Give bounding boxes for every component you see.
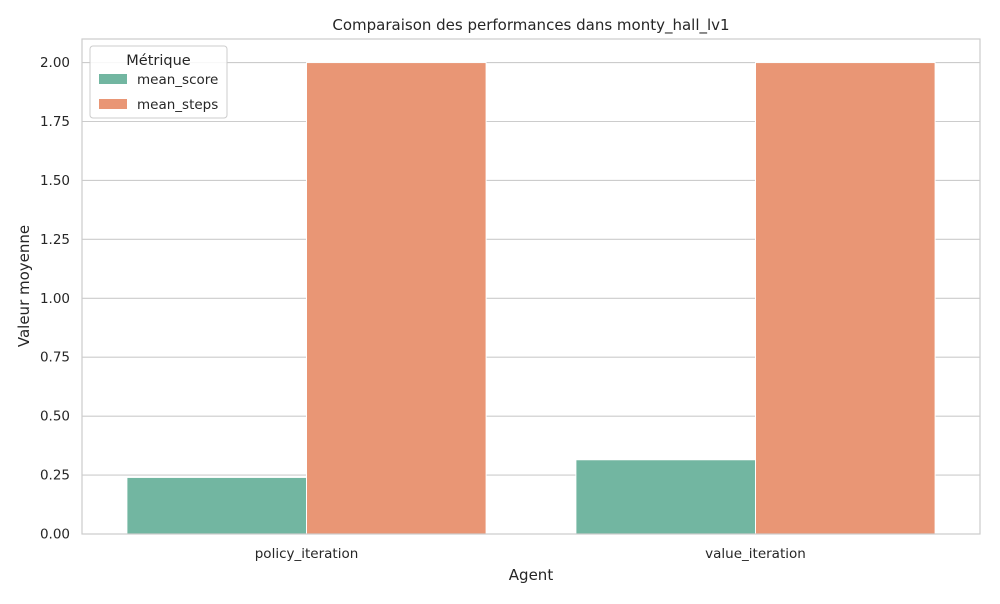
y-tick-labels: 0.00 0.25 0.50 0.75 1.00 1.25 1.50 1.75 2.00 [40, 55, 70, 542]
bar-mean_steps-value_iteration [755, 62, 936, 535]
legend-swatch-mean_score [99, 74, 127, 84]
legend-label-mean_steps: mean_steps [137, 97, 218, 113]
y-tick-label: 0.25 [40, 468, 70, 484]
y-tick-label: 1.25 [40, 232, 70, 248]
x-tick-labels: policy_iteration value_iteration [255, 546, 806, 562]
legend-title: Métrique [126, 53, 191, 69]
y-tick-label: 1.75 [40, 114, 70, 130]
bar-mean_score-value_iteration [575, 459, 757, 535]
y-tick-label: 2.00 [40, 55, 70, 71]
y-axis-label: Valeur moyenne [15, 225, 33, 347]
bars [126, 62, 936, 535]
bar-mean_score-policy_iteration [126, 476, 308, 535]
legend-swatch-mean_steps [99, 99, 127, 109]
chart-title: Comparaison des performances dans monty_… [332, 16, 729, 35]
y-tick-label: 0.50 [40, 409, 70, 425]
y-tick-label: 1.50 [40, 173, 70, 189]
y-tick-label: 0.75 [40, 350, 70, 366]
x-tick-label: value_iteration [705, 546, 806, 562]
grid [82, 62, 980, 535]
y-tick-label: 0.00 [40, 527, 70, 543]
bar-mean_steps-policy_iteration [306, 62, 487, 535]
x-tick-label: policy_iteration [255, 546, 359, 562]
legend: Métrique mean_score mean_steps [89, 45, 228, 119]
x-axis-label: Agent [509, 566, 554, 584]
plot-frame [81, 38, 981, 535]
y-tick-label: 1.00 [40, 291, 70, 307]
legend-label-mean_score: mean_score [137, 72, 218, 88]
